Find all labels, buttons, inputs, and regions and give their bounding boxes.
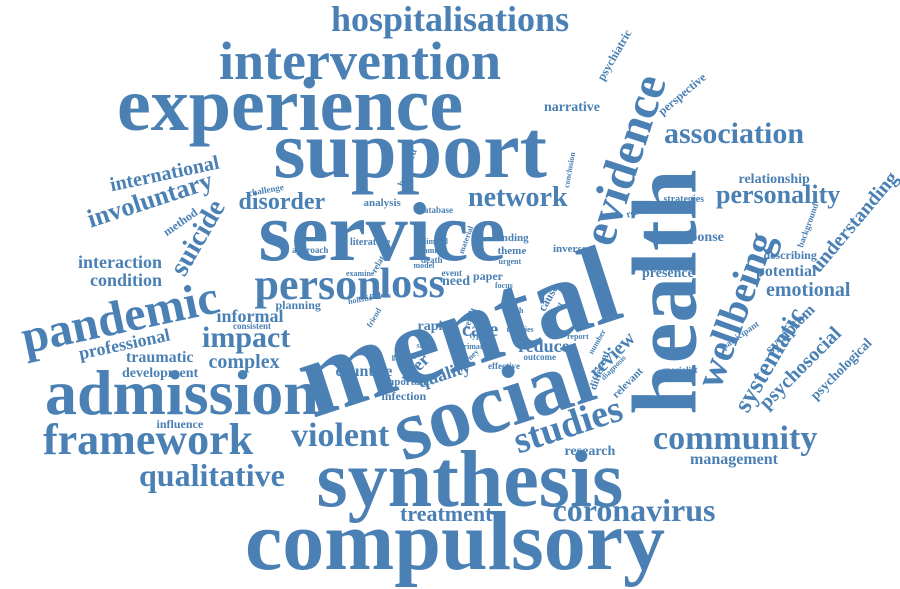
word-approach: approach bbox=[292, 246, 328, 255]
word-finding: finding bbox=[495, 233, 529, 244]
word-urgent: urgent bbox=[499, 258, 522, 266]
word-specialist: specialist bbox=[663, 366, 698, 375]
word-qualitative: qualitative bbox=[139, 459, 285, 491]
word-worth: worth bbox=[503, 307, 523, 315]
word-narrative: narrative bbox=[544, 101, 600, 115]
word-conclusion: conclusion bbox=[563, 152, 577, 189]
word-management: management bbox=[690, 452, 778, 468]
word-focus: focus bbox=[495, 282, 513, 290]
word-complex: complex bbox=[209, 352, 280, 372]
word-important: important bbox=[382, 377, 430, 388]
word-analysis: analysis bbox=[364, 198, 401, 209]
word-traumatic: traumatic bbox=[126, 350, 194, 366]
word-suicide: suicide bbox=[165, 195, 230, 280]
word-outcome: outcome bbox=[524, 353, 557, 362]
word-research: research bbox=[565, 445, 616, 459]
word-examine: examine bbox=[346, 270, 374, 278]
word-infection: infection bbox=[382, 390, 427, 402]
word-study: study bbox=[417, 342, 436, 350]
word-planning: planning bbox=[276, 299, 321, 311]
word-theories: theories bbox=[507, 326, 534, 334]
word-model: model bbox=[414, 262, 435, 270]
word-strategies: strategies bbox=[664, 195, 705, 205]
word-presence: presence bbox=[642, 267, 694, 281]
word-potential: potential bbox=[756, 264, 816, 280]
word-response: response bbox=[672, 231, 724, 245]
word-framework: framework bbox=[43, 418, 253, 462]
word-limited: limited bbox=[424, 238, 448, 246]
word-report: report bbox=[567, 333, 589, 341]
word-condition: condition bbox=[90, 271, 162, 289]
word-public: public bbox=[370, 292, 391, 300]
word-describing: describing bbox=[764, 249, 817, 261]
word-theme: theme bbox=[498, 246, 527, 257]
word-rapid: rapid bbox=[418, 320, 451, 334]
word-treatment: treatment bbox=[400, 503, 492, 525]
word-development: development bbox=[122, 367, 198, 381]
word-consistent: consistent bbox=[233, 322, 271, 331]
word-event: event bbox=[442, 269, 463, 278]
word-emotional: emotional bbox=[766, 280, 850, 300]
word-hospitalisations: hospitalisations bbox=[331, 1, 569, 37]
word-type: type bbox=[470, 332, 485, 340]
word-influence: influence bbox=[157, 418, 204, 430]
word-inverse: inverse bbox=[553, 244, 587, 255]
word-database: database bbox=[419, 206, 453, 215]
word-violent: violent bbox=[291, 419, 389, 453]
word-effective: effective bbox=[488, 362, 520, 371]
word-family: family bbox=[421, 247, 443, 255]
word-interaction: interaction bbox=[78, 253, 162, 271]
word-association: association bbox=[664, 119, 804, 149]
word-intervention: intervention bbox=[219, 34, 501, 88]
word-relationship: relationship bbox=[739, 173, 810, 187]
word-coronavirus: coronavirus bbox=[553, 494, 716, 526]
word-generic: generic bbox=[392, 353, 417, 361]
word-network: network bbox=[468, 184, 568, 212]
